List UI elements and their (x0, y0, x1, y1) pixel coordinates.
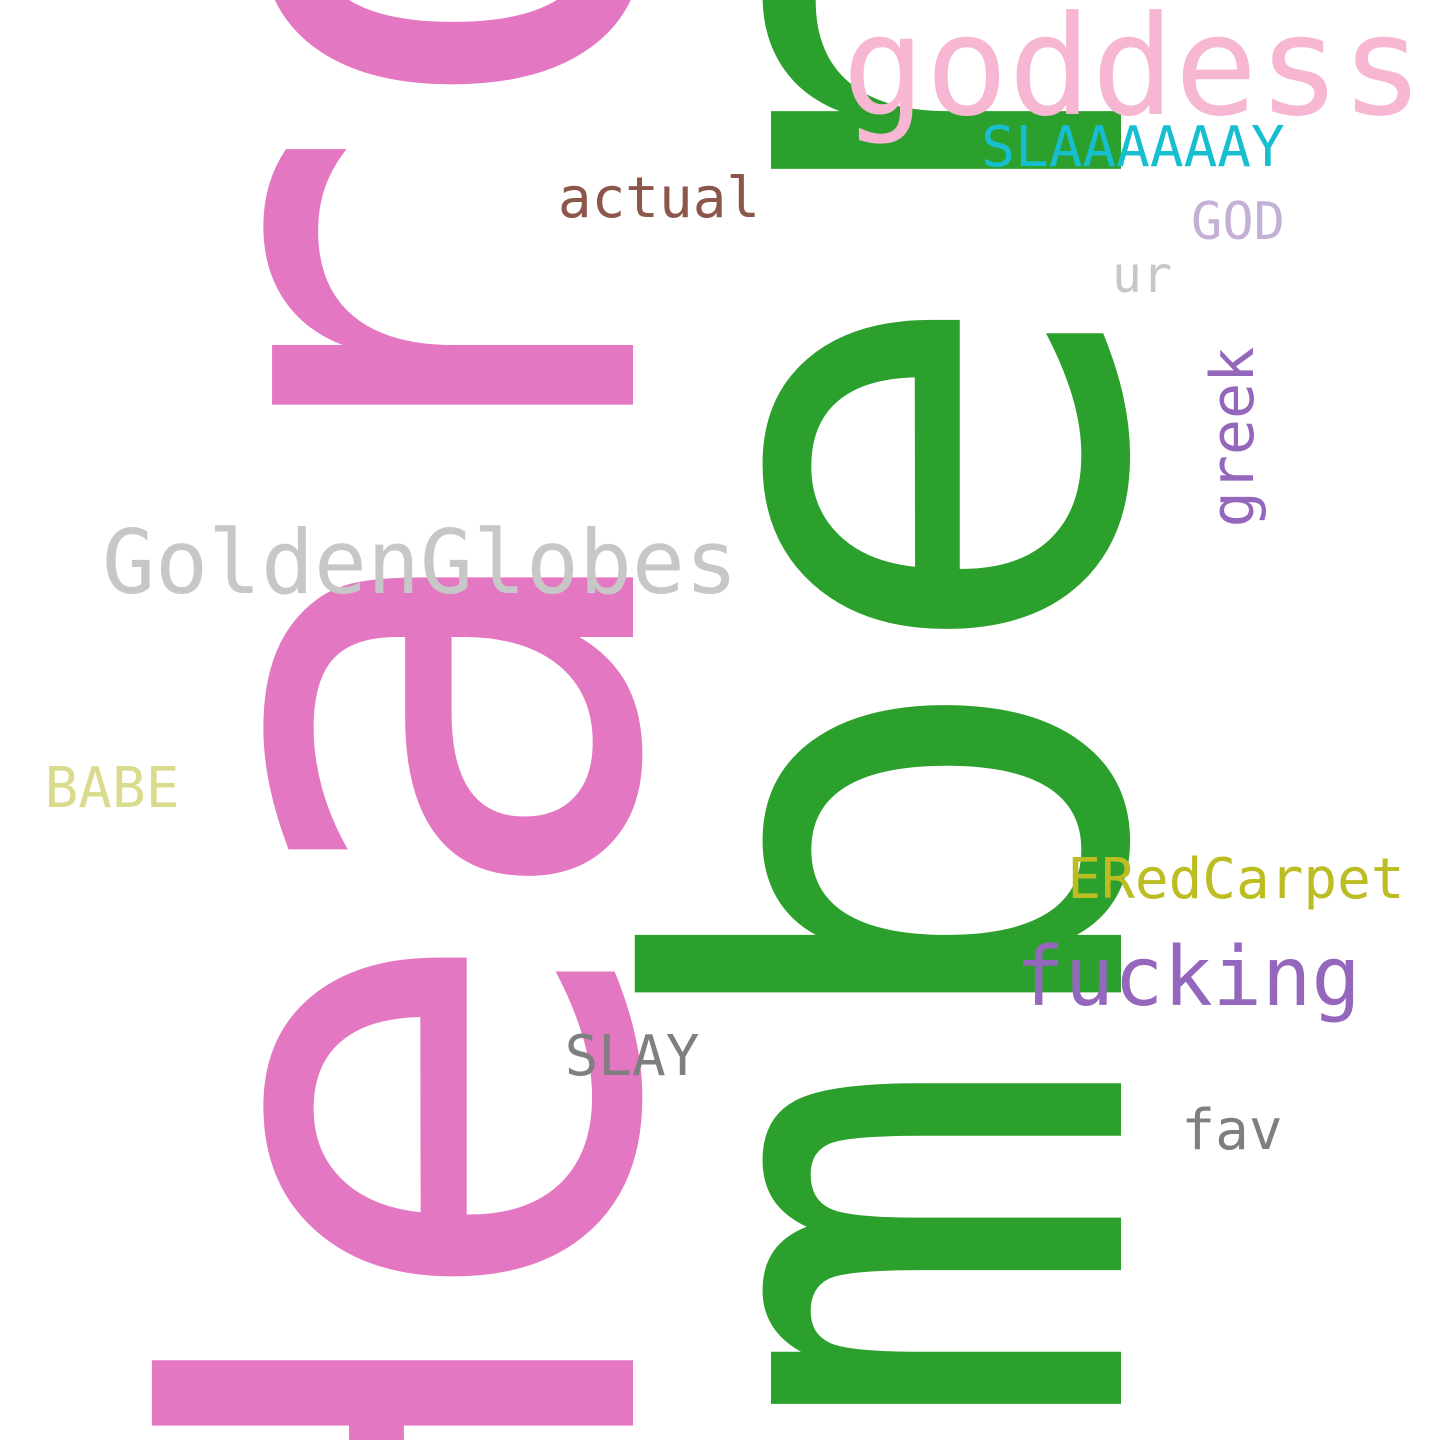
word-ur: ur (1111, 246, 1173, 304)
word-actual: actual (557, 166, 761, 231)
word-goldenglobes: GoldenGlobes (102, 511, 738, 614)
word-god: GOD (1191, 192, 1285, 252)
word-eredcarpet: ERedCarpet (1067, 847, 1405, 912)
word-slay: SLAY (564, 1024, 700, 1089)
word-greek: greek (1198, 346, 1268, 528)
word-babe: BABE (44, 756, 180, 821)
word-slaaaaaay: SLAAAAAAY (981, 115, 1285, 180)
word-fav: fav (1181, 1098, 1283, 1163)
word-goddess: goddess (842, 0, 1424, 147)
word-fucking: fucking (1015, 930, 1361, 1025)
